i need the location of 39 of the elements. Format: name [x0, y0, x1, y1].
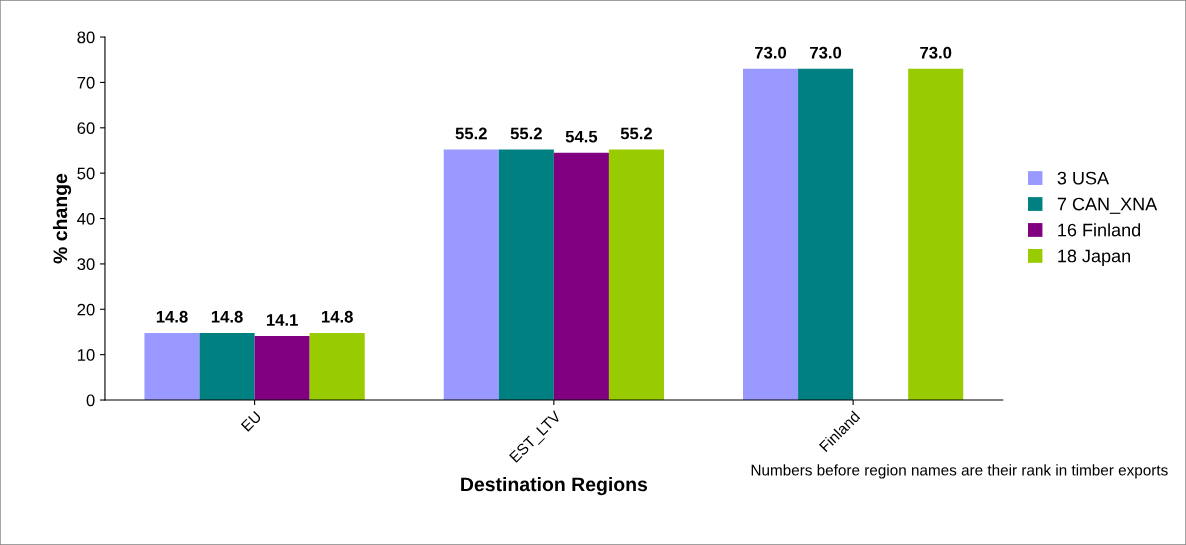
- data-label: 14.8: [156, 310, 188, 323]
- bar: [743, 68, 799, 401]
- y-tick-label: 70: [77, 76, 95, 89]
- data-label: 73.0: [810, 46, 842, 59]
- y-axis-title: % change: [52, 173, 72, 264]
- legend-label: 16 Finland: [1058, 223, 1141, 237]
- bar: [254, 336, 310, 401]
- x-tick-label: EU: [240, 410, 262, 432]
- bar: [908, 68, 964, 401]
- bar: [144, 332, 200, 401]
- y-tick-label: 60: [77, 122, 95, 135]
- legend-label: 3 USA: [1057, 171, 1110, 185]
- y-tick-label: 80: [77, 31, 95, 44]
- data-label: 14.1: [266, 314, 298, 326]
- bar: [608, 149, 664, 401]
- y-tick-label: 0: [86, 394, 95, 407]
- x-axis-title: Destination Regions: [461, 476, 648, 496]
- data-label: 73.0: [755, 46, 787, 59]
- text: Numbers before region names are their rank in timber exports: [751, 464, 1168, 479]
- data-label: 55.2: [455, 127, 487, 140]
- bar: [443, 149, 499, 401]
- y-tick-label: 10: [77, 349, 95, 361]
- bar: [498, 149, 554, 401]
- y-tick-label: 50: [77, 167, 95, 180]
- y-tick-label: 30: [77, 258, 95, 271]
- data-label: 73.0: [920, 46, 952, 59]
- legend-label: 18 Japan: [1058, 249, 1130, 266]
- y-tick-label: 20: [77, 303, 95, 316]
- legend-label: 7 CAN_XNA: [1057, 197, 1158, 214]
- bar: [553, 152, 609, 401]
- data-label: 54.5: [565, 130, 598, 143]
- data-label: 55.2: [510, 127, 542, 140]
- data-label: 55.2: [620, 127, 653, 140]
- bar: [798, 68, 854, 401]
- bar: [199, 332, 255, 401]
- data-label: 14.8: [322, 310, 353, 323]
- bar: [309, 332, 365, 401]
- data-label: 14.8: [211, 310, 243, 323]
- y-tick-label: 40: [77, 212, 95, 225]
